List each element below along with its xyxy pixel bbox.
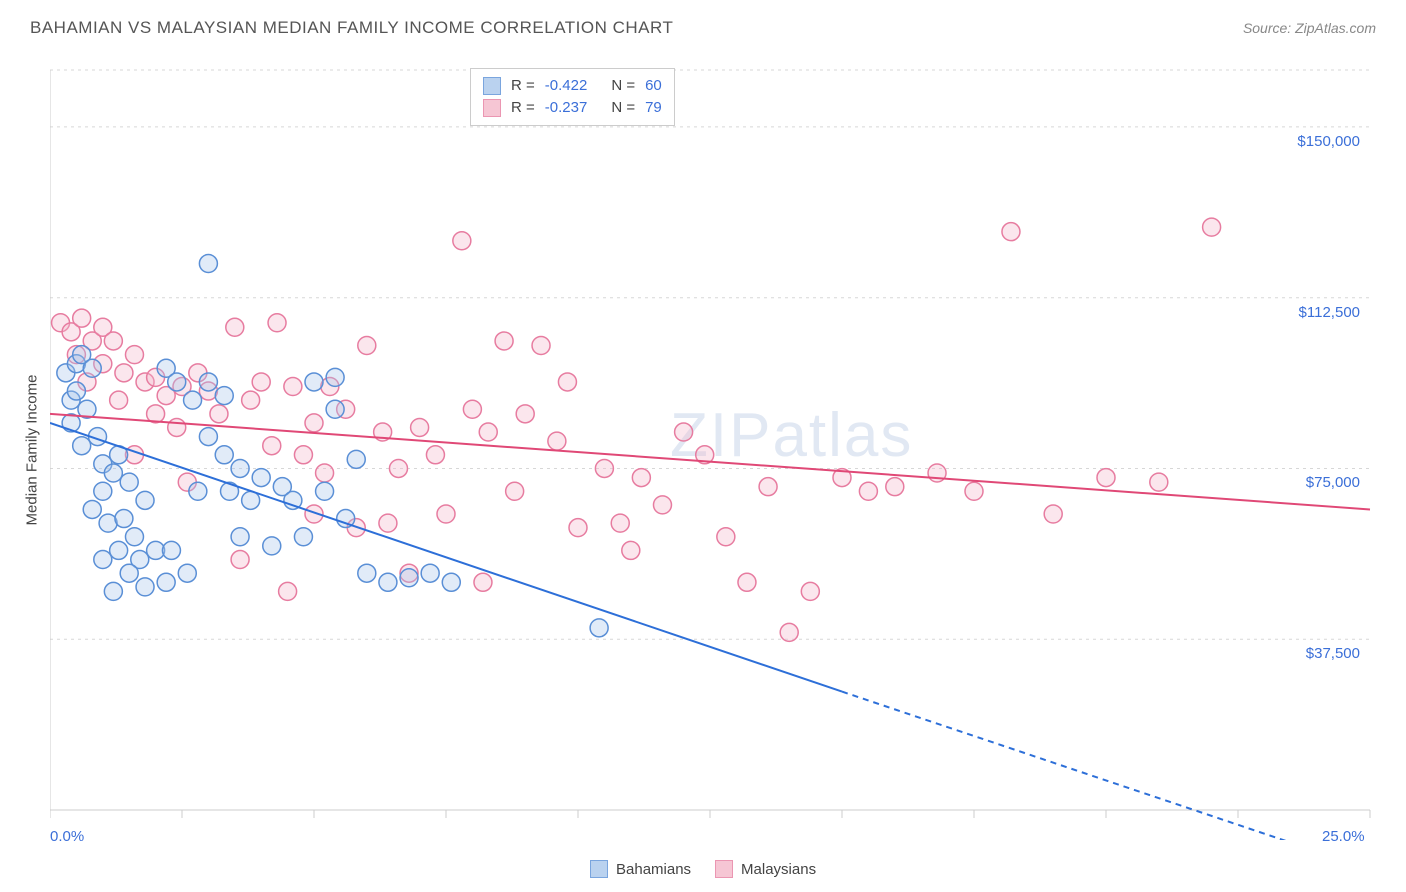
y-tick-label: $37,500 [1306,645,1360,662]
legend-item-bahamians: Bahamians [590,860,691,878]
n-value-bahamians: 60 [645,75,662,97]
n-value-malaysians: 79 [645,97,662,119]
y-tick-label: $75,000 [1306,474,1360,491]
legend-row-bahamians: R = -0.422 N = 60 [483,75,662,97]
swatch-bahamians-icon [483,77,501,95]
legend-item-malaysians: Malaysians [715,860,816,878]
swatch-malaysians-icon [715,860,733,878]
source-attribution: Source: ZipAtlas.com [1243,20,1376,36]
n-label: N = [611,97,635,119]
scatter-plot [50,60,1380,840]
y-tick-label: $150,000 [1297,133,1360,150]
y-tick-label: $112,500 [1299,304,1360,321]
r-value-malaysians: -0.237 [545,97,588,119]
r-label: R = [511,97,535,119]
y-axis-label: Median Family Income [24,375,41,526]
swatch-bahamians-icon [590,860,608,878]
n-label: N = [611,75,635,97]
legend-label-bahamians: Bahamians [616,861,691,878]
swatch-malaysians-icon [483,99,501,117]
correlation-legend: R = -0.422 N = 60 R = -0.237 N = 79 [470,68,675,126]
x-tick-label: 0.0% [50,828,84,845]
legend-row-malaysians: R = -0.237 N = 79 [483,97,662,119]
legend-label-malaysians: Malaysians [741,861,816,878]
x-tick-label: 25.0% [1322,828,1365,845]
chart-title: BAHAMIAN VS MALAYSIAN MEDIAN FAMILY INCO… [30,18,673,38]
series-legend: Bahamians Malaysians [590,860,816,878]
chart-area: Median Family Income ZIPatlas R = -0.422… [50,60,1380,840]
r-value-bahamians: -0.422 [545,75,588,97]
r-label: R = [511,75,535,97]
